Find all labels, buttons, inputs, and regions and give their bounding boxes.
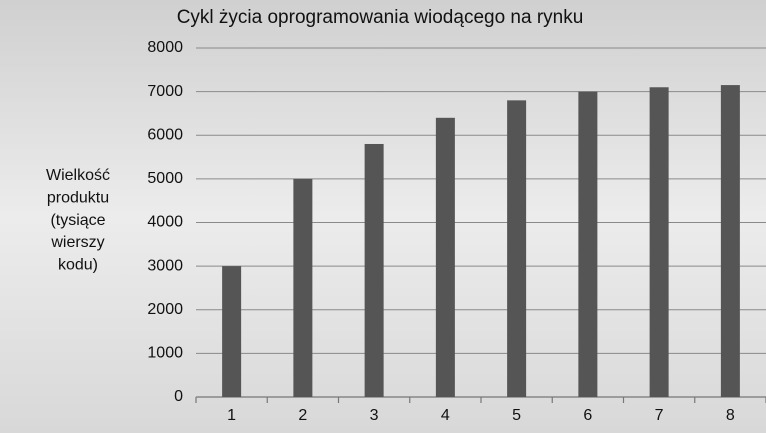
bar (293, 178, 313, 397)
x-tick-label: 1 (227, 407, 236, 424)
x-tick-label: 7 (655, 407, 664, 424)
bar (720, 85, 740, 398)
x-tick-label: 8 (726, 407, 735, 424)
y-tick-label: 7000 (147, 83, 183, 100)
y-axis-label-line: (tysiące (50, 212, 105, 229)
x-tick-label: 6 (583, 407, 592, 424)
x-tick-label: 4 (441, 407, 450, 424)
y-tick-label: 6000 (147, 126, 183, 143)
bar (649, 87, 669, 397)
y-tick-label: 0 (174, 388, 183, 405)
y-tick-label: 1000 (147, 345, 183, 362)
y-axis-label-line: kodu) (58, 256, 98, 273)
bar (222, 266, 242, 397)
y-tick-label: 5000 (147, 170, 183, 187)
bar (507, 100, 527, 397)
y-axis-label-line: produktu (47, 190, 109, 207)
chart-title: Cykl życia oprogramowania wiodącego na r… (177, 7, 584, 28)
y-tick-label: 3000 (147, 257, 183, 274)
y-tick-label: 2000 (147, 301, 183, 318)
y-tick-label: 8000 (147, 39, 183, 56)
x-tick-label: 3 (370, 407, 379, 424)
y-axis-label-line: Wielkość (46, 167, 110, 184)
bar (578, 91, 598, 397)
y-tick-label: 4000 (147, 214, 183, 231)
bar (364, 143, 384, 397)
bar (435, 117, 455, 398)
y-axis-label-line: wierszy (50, 234, 104, 251)
x-tick-label: 2 (298, 407, 307, 424)
y-axis-label: Wielkość produktu (tysiące wierszy kodu) (46, 167, 110, 273)
x-tick-label: 5 (512, 407, 521, 424)
